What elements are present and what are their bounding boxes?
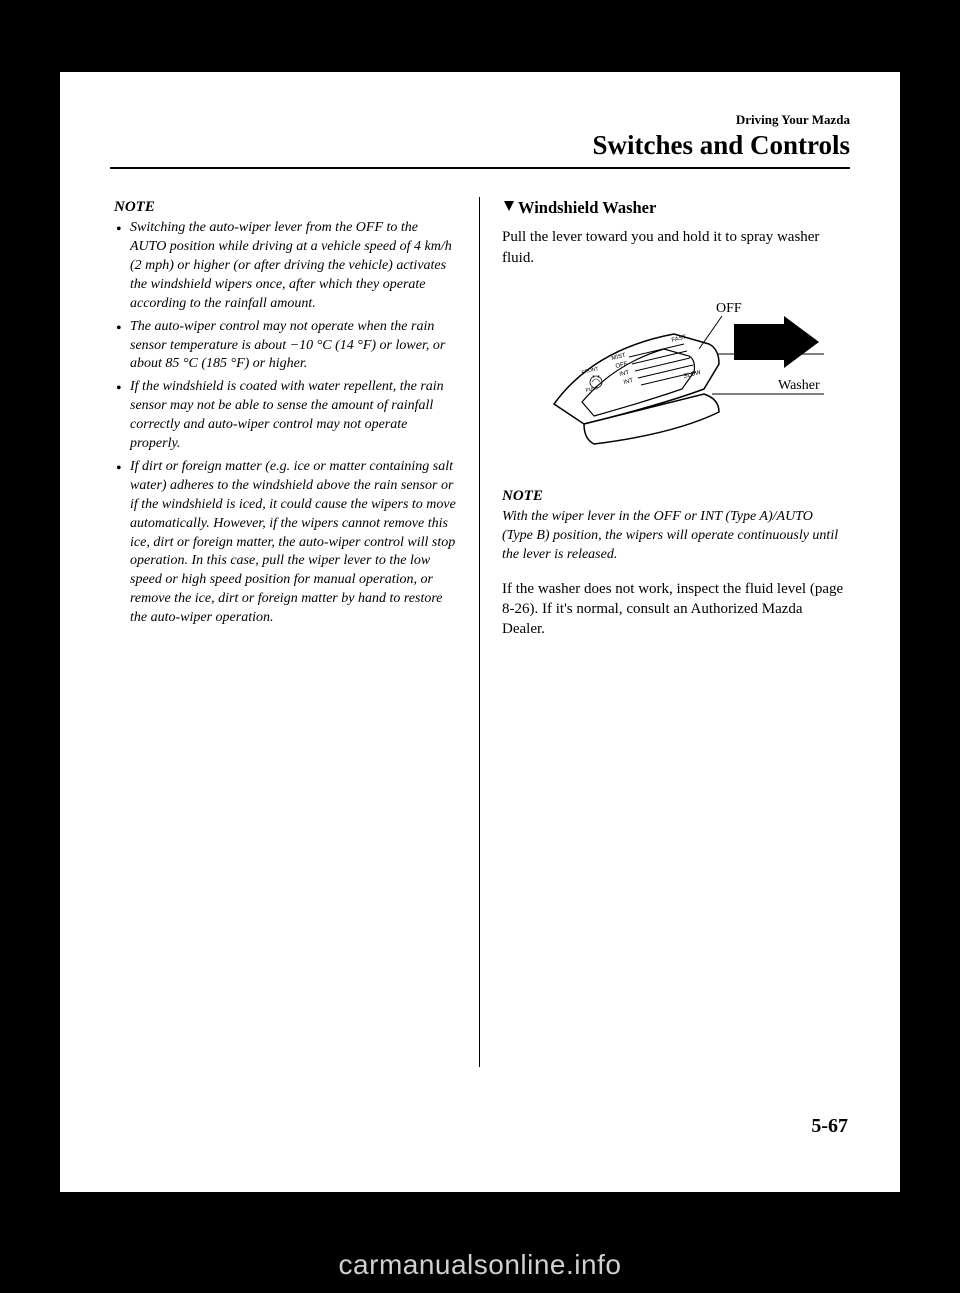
off-label-text: OFF xyxy=(716,301,742,316)
note-item: If the windshield is coated with water r… xyxy=(114,378,457,454)
note-label: NOTE xyxy=(502,486,846,506)
left-column: NOTE Switching the auto-wiper lever from… xyxy=(110,197,480,1067)
note-text: With the wiper lever in the OFF or INT (… xyxy=(502,508,846,565)
right-column: Windshield Washer Pull the lever toward … xyxy=(480,197,850,1067)
note-item: Switching the auto-wiper lever from the … xyxy=(114,219,457,313)
washer-lever-figure: OFF Washer xyxy=(502,294,846,454)
note-item: The auto-wiper control may not operate w… xyxy=(114,318,457,375)
note-label: NOTE xyxy=(114,197,457,217)
subsection-title: Windshield Washer xyxy=(518,198,656,217)
washer-label-text: Washer xyxy=(778,378,820,393)
manual-page: Driving Your Mazda Switches and Controls… xyxy=(60,72,900,1192)
note-list: Switching the auto-wiper lever from the … xyxy=(114,219,457,628)
watermark-text: carmanualsonline.info xyxy=(0,1249,960,1281)
page-header: Driving Your Mazda Switches and Controls xyxy=(110,112,850,169)
chapter-title: Driving Your Mazda xyxy=(110,112,850,128)
content-columns: NOTE Switching the auto-wiper lever from… xyxy=(110,197,850,1067)
body-paragraph: If the washer does not work, inspect the… xyxy=(502,579,846,640)
subsection-heading: Windshield Washer xyxy=(502,197,846,219)
body-paragraph: Pull the lever toward you and hold it to… xyxy=(502,227,846,268)
triangle-icon xyxy=(502,197,516,219)
page-number: 5-67 xyxy=(811,1115,848,1138)
section-title: Switches and Controls xyxy=(110,130,850,161)
note-item: If dirt or foreign matter (e.g. ice or m… xyxy=(114,458,457,628)
